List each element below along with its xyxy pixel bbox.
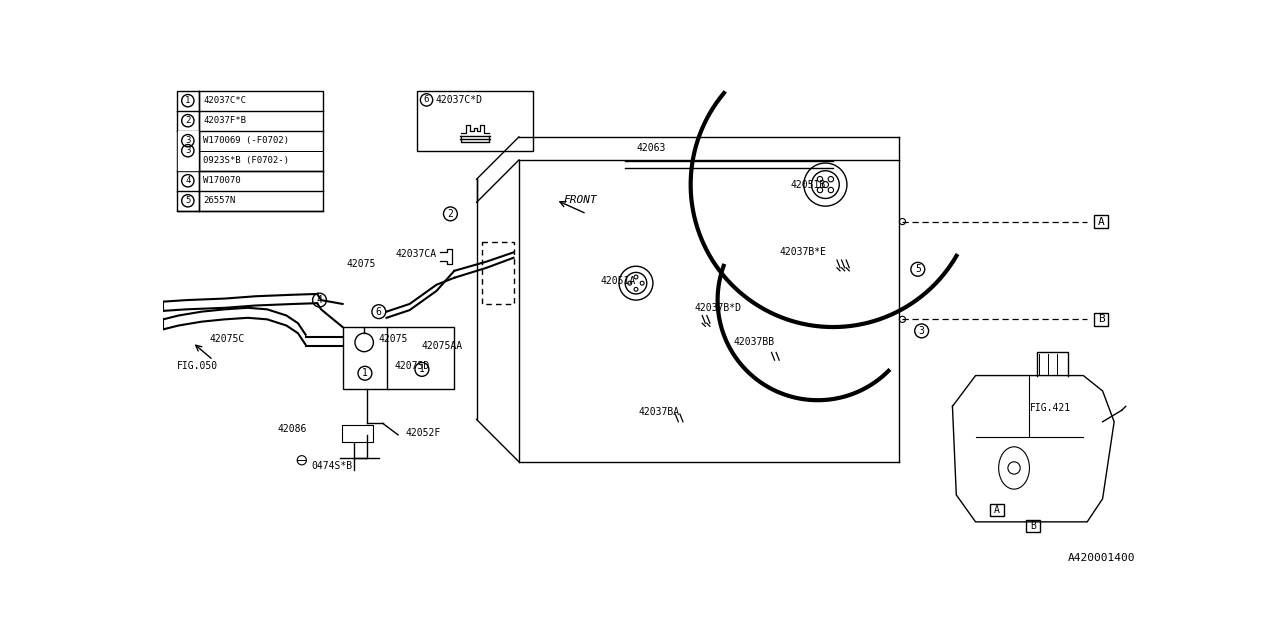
Text: A: A bbox=[1098, 216, 1105, 227]
Text: 1: 1 bbox=[186, 96, 191, 105]
Text: FRONT: FRONT bbox=[563, 195, 598, 205]
Text: 2: 2 bbox=[448, 209, 453, 219]
Text: 42037C*C: 42037C*C bbox=[204, 96, 246, 105]
Text: 42063: 42063 bbox=[636, 143, 666, 152]
Text: FIG.050: FIG.050 bbox=[177, 360, 218, 371]
Text: B: B bbox=[1030, 521, 1037, 531]
Text: 42037C*D: 42037C*D bbox=[435, 95, 483, 105]
Text: 42037CA: 42037CA bbox=[396, 249, 436, 259]
Bar bbox=[991, 504, 1004, 516]
Text: W170069 (-F0702): W170069 (-F0702) bbox=[204, 136, 289, 145]
Text: 0923S*B (F0702-): 0923S*B (F0702-) bbox=[204, 156, 289, 165]
Text: 42037F*B: 42037F*B bbox=[204, 116, 246, 125]
Text: 5: 5 bbox=[186, 196, 191, 205]
Text: 5: 5 bbox=[915, 264, 920, 275]
Text: 42075: 42075 bbox=[378, 333, 407, 344]
Text: 26557N: 26557N bbox=[204, 196, 236, 205]
Text: 3: 3 bbox=[186, 136, 191, 145]
Bar bbox=[1027, 520, 1041, 532]
Bar bbox=[1094, 216, 1108, 228]
Bar bbox=[343, 327, 454, 388]
Text: 3: 3 bbox=[919, 326, 924, 336]
Text: 42086: 42086 bbox=[278, 424, 306, 435]
Text: 4: 4 bbox=[186, 176, 191, 185]
Text: B: B bbox=[1098, 314, 1105, 324]
Text: 42052F: 42052F bbox=[406, 428, 442, 438]
Text: 0474S*B: 0474S*B bbox=[311, 461, 352, 470]
Bar bbox=[1094, 313, 1108, 326]
Text: 1: 1 bbox=[362, 368, 367, 378]
Text: 6: 6 bbox=[424, 95, 429, 104]
Text: 42037B*E: 42037B*E bbox=[780, 247, 826, 257]
Text: 4: 4 bbox=[316, 295, 323, 305]
Text: 42075D: 42075D bbox=[396, 360, 430, 371]
Text: 1: 1 bbox=[419, 364, 425, 374]
Text: 42075: 42075 bbox=[347, 259, 376, 269]
Text: 3: 3 bbox=[186, 146, 191, 156]
Text: 42051B: 42051B bbox=[791, 180, 826, 189]
Bar bbox=[342, 425, 372, 442]
Text: 42075AA: 42075AA bbox=[422, 341, 463, 351]
Text: 42037BA: 42037BA bbox=[639, 407, 680, 417]
Text: 6: 6 bbox=[376, 307, 381, 317]
Text: A: A bbox=[995, 506, 1000, 515]
Bar bbox=[178, 131, 198, 170]
Text: 42037BB: 42037BB bbox=[733, 337, 774, 348]
Text: A420001400: A420001400 bbox=[1068, 553, 1135, 563]
Text: 42051A: 42051A bbox=[600, 276, 636, 286]
Text: 2: 2 bbox=[186, 116, 191, 125]
Text: W170070: W170070 bbox=[204, 176, 241, 185]
Bar bbox=[177, 91, 324, 211]
Text: 42075C: 42075C bbox=[210, 333, 244, 344]
Bar bbox=[417, 91, 532, 150]
Text: FIG.421: FIG.421 bbox=[1029, 403, 1070, 413]
Text: 42037B*D: 42037B*D bbox=[695, 303, 741, 313]
